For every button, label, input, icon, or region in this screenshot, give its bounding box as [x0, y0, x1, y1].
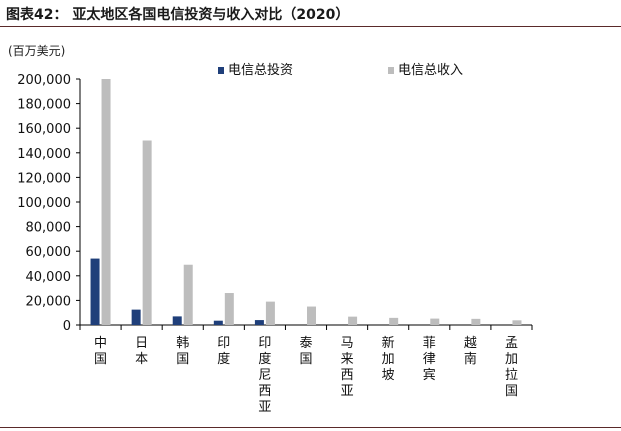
revenue-bar-5	[307, 306, 316, 325]
x-axis	[79, 324, 533, 330]
y-tick-label: 80,000	[26, 221, 72, 236]
legend-label-1: 电信总收入	[398, 63, 463, 78]
y-tick-label: 0	[63, 319, 71, 334]
revenue-bar-9	[471, 318, 481, 325]
x-tick-label: 日本	[135, 336, 148, 367]
x-tick-label: 泰国	[299, 336, 312, 367]
revenue-bar-8	[430, 318, 440, 325]
revenue-bar-6	[348, 316, 358, 325]
legend-swatch-0	[218, 67, 224, 74]
title-rule	[0, 26, 621, 27]
y-tick-label: 200,000	[17, 73, 71, 88]
y-tick-label: 40,000	[26, 270, 72, 285]
revenue-bar-7	[389, 317, 399, 325]
investment-bar-4	[254, 320, 264, 325]
y-tick-label: 60,000	[26, 245, 72, 260]
x-tick-label: 越南	[464, 336, 477, 367]
x-tick-label: 马来西亚	[341, 336, 354, 399]
revenue-bar-0	[101, 79, 111, 325]
legend-label-0: 电信总投资	[228, 62, 293, 78]
x-tick-label: 印度	[217, 336, 230, 367]
revenue-bar-3	[224, 293, 234, 325]
figure-title: 图表42： 亚太地区各国电信投资与收入对比（2020）	[6, 7, 350, 23]
y-tick-label: 160,000	[17, 122, 71, 137]
x-tick-label: 中国	[94, 336, 107, 367]
y-tick-label: 100,000	[17, 196, 71, 211]
bars	[90, 79, 522, 325]
investment-bar-3	[213, 320, 223, 325]
bottom-rule	[0, 427, 621, 428]
legend-swatch-1	[388, 67, 394, 74]
revenue-bar-1	[142, 140, 152, 325]
investment-bar-1	[131, 309, 141, 325]
revenue-bar-10	[512, 320, 522, 325]
revenue-bar-2	[183, 264, 193, 325]
y-tick-label: 120,000	[17, 171, 71, 186]
x-tick-label: 新加坡	[382, 335, 395, 383]
x-tick-label: 韩国	[176, 336, 189, 367]
investment-bar-0	[90, 258, 100, 325]
y-tick-label: 140,000	[17, 147, 71, 162]
y-tick-label: 20,000	[26, 294, 72, 309]
unit-label: (百万美元)	[8, 44, 65, 58]
x-tick-label: 菲律宾	[423, 336, 436, 383]
legend: 电信总投资 电信总收入	[218, 62, 463, 78]
investment-bar-2	[172, 316, 182, 325]
y-axis: 0 20,000 40,000 60,000 80,000 100,000 120,000 1…	[17, 73, 81, 334]
y-tick-label: 180,000	[17, 98, 71, 113]
x-tick-label: 孟加拉国	[505, 336, 518, 399]
x-tick-label: 印度尼西亚	[258, 336, 271, 415]
revenue-bar-4	[265, 301, 275, 325]
